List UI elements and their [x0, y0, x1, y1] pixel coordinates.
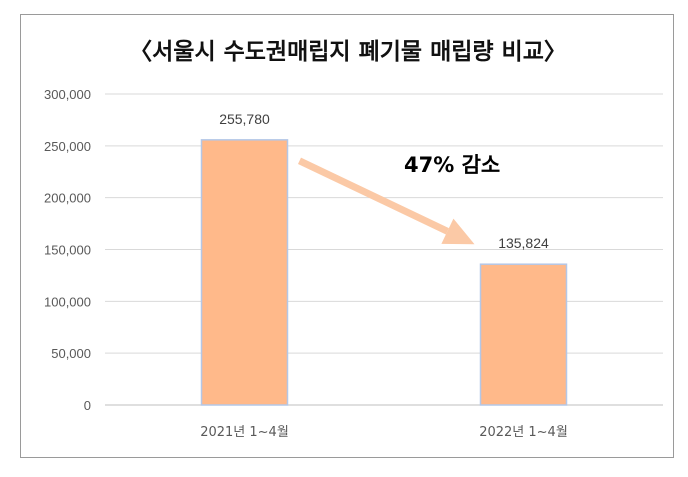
- decrease-arrow-head: [441, 218, 475, 245]
- y-tick-label: 0: [84, 398, 91, 413]
- chart-title: 〈서울시 수도권매립지 폐기물 매립량 비교〉: [129, 39, 567, 65]
- y-tick-label: 100,000: [44, 294, 91, 309]
- y-tick-label: 200,000: [44, 191, 91, 206]
- y-tick-label: 50,000: [51, 346, 91, 361]
- y-tick-label: 150,000: [44, 243, 91, 258]
- bar-chart: 〈서울시 수도권매립지 폐기물 매립량 비교〉 0 50,000 100,000 150…: [44, 39, 663, 440]
- x-tick-label: 2021년 1~4월: [200, 425, 289, 440]
- chart-frame: 〈서울시 수도권매립지 폐기물 매립량 비교〉 0 50,000 100,000 150…: [20, 14, 674, 458]
- x-tick-label: 2022년 1~4월: [479, 425, 568, 440]
- decrease-arrow: [297, 157, 449, 235]
- data-label: 255,780: [219, 111, 270, 127]
- decrease-annotation: 47% 감소: [404, 153, 500, 177]
- y-tick-label: 300,000: [44, 87, 91, 102]
- data-label: 135,824: [498, 235, 549, 251]
- y-tick-label: 250,000: [44, 139, 91, 154]
- bar: [200, 139, 289, 406]
- bar: [479, 263, 568, 406]
